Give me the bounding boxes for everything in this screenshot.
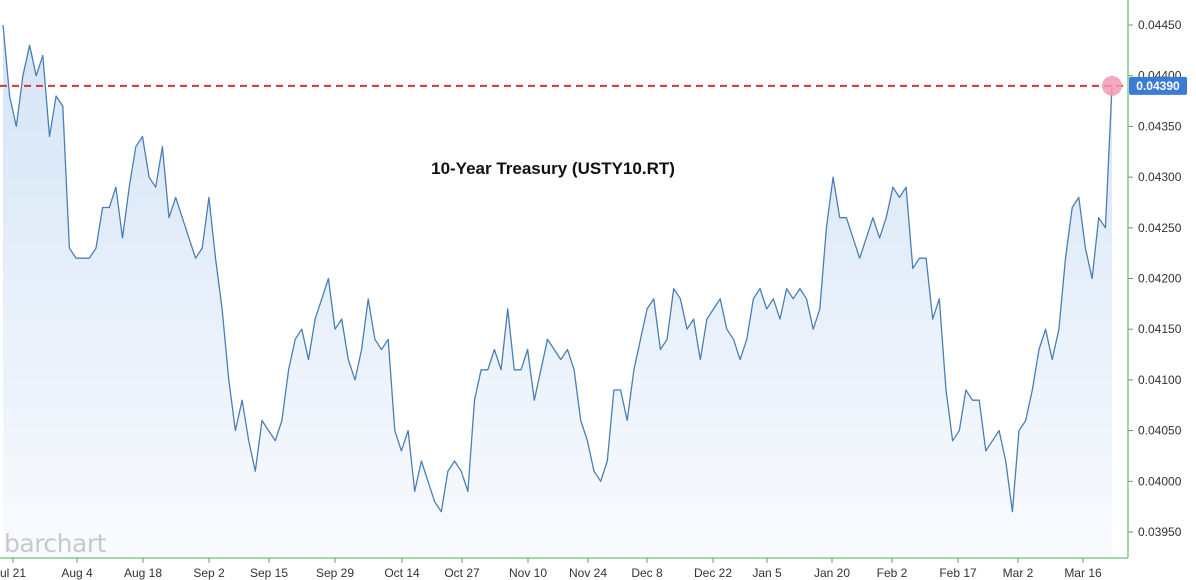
x-tick-label: Dec 22 bbox=[694, 566, 732, 580]
series-area bbox=[3, 25, 1112, 558]
x-tick-label: Nov 24 bbox=[569, 566, 607, 580]
x-tick-label: Mar 2 bbox=[1003, 566, 1034, 580]
y-tick-label: 0.04150 bbox=[1138, 322, 1182, 336]
y-axis-ticks: 0.044500.044000.043500.043000.042500.042… bbox=[1128, 18, 1182, 539]
x-tick-label: Aug 4 bbox=[61, 566, 93, 580]
last-price-badge-bg bbox=[1129, 76, 1187, 95]
y-tick-label: 0.04350 bbox=[1138, 119, 1182, 133]
y-tick-label: 0.04250 bbox=[1138, 221, 1182, 235]
x-tick-label: ul 21 bbox=[0, 566, 26, 580]
y-tick-label: 0.03950 bbox=[1138, 525, 1182, 539]
x-tick-label: Dec 8 bbox=[631, 566, 663, 580]
x-tick-label: Mar 16 bbox=[1064, 566, 1102, 580]
x-tick-label: Sep 2 bbox=[193, 566, 225, 580]
last-price-marker bbox=[1102, 75, 1122, 96]
x-tick-label: Jan 20 bbox=[814, 566, 850, 580]
y-tick-label: 0.04300 bbox=[1138, 170, 1182, 184]
x-tick-label: Nov 10 bbox=[509, 566, 547, 580]
y-tick-label: 0.04000 bbox=[1138, 474, 1182, 488]
chart-title: 10-Year Treasury (USTY10.RT) bbox=[431, 159, 675, 178]
x-tick-label: Sep 15 bbox=[250, 566, 288, 580]
x-tick-label: Aug 18 bbox=[124, 566, 162, 580]
x-tick-label: Oct 27 bbox=[444, 566, 480, 580]
series-line bbox=[2, 24, 1113, 513]
x-tick-label: Feb 2 bbox=[877, 566, 908, 580]
x-axis-ticks: ul 21 Aug 4 Aug 18 Sep 2 Sep 15 Sep 29 Oct 14 O… bbox=[0, 558, 1102, 580]
last-price-label: 0.04390 bbox=[1136, 79, 1180, 93]
x-tick-label: Oct 14 bbox=[384, 566, 420, 580]
y-tick-label: 0.04450 bbox=[1138, 18, 1182, 32]
x-tick-label: Sep 29 bbox=[316, 566, 354, 580]
x-tick-label: Feb 17 bbox=[939, 566, 977, 580]
series-line-layer bbox=[2, 24, 1113, 513]
y-tick-label: 0.04100 bbox=[1138, 373, 1182, 387]
x-tick-label: Jan 5 bbox=[752, 566, 782, 580]
y-tick-label: 0.04050 bbox=[1138, 424, 1182, 438]
area-fill-layer bbox=[3, 25, 1112, 558]
barchart-logo: barchart bbox=[4, 529, 107, 558]
y-tick-label: 0.04200 bbox=[1138, 272, 1182, 286]
last-price-badge: 0.04390 bbox=[1129, 76, 1187, 95]
